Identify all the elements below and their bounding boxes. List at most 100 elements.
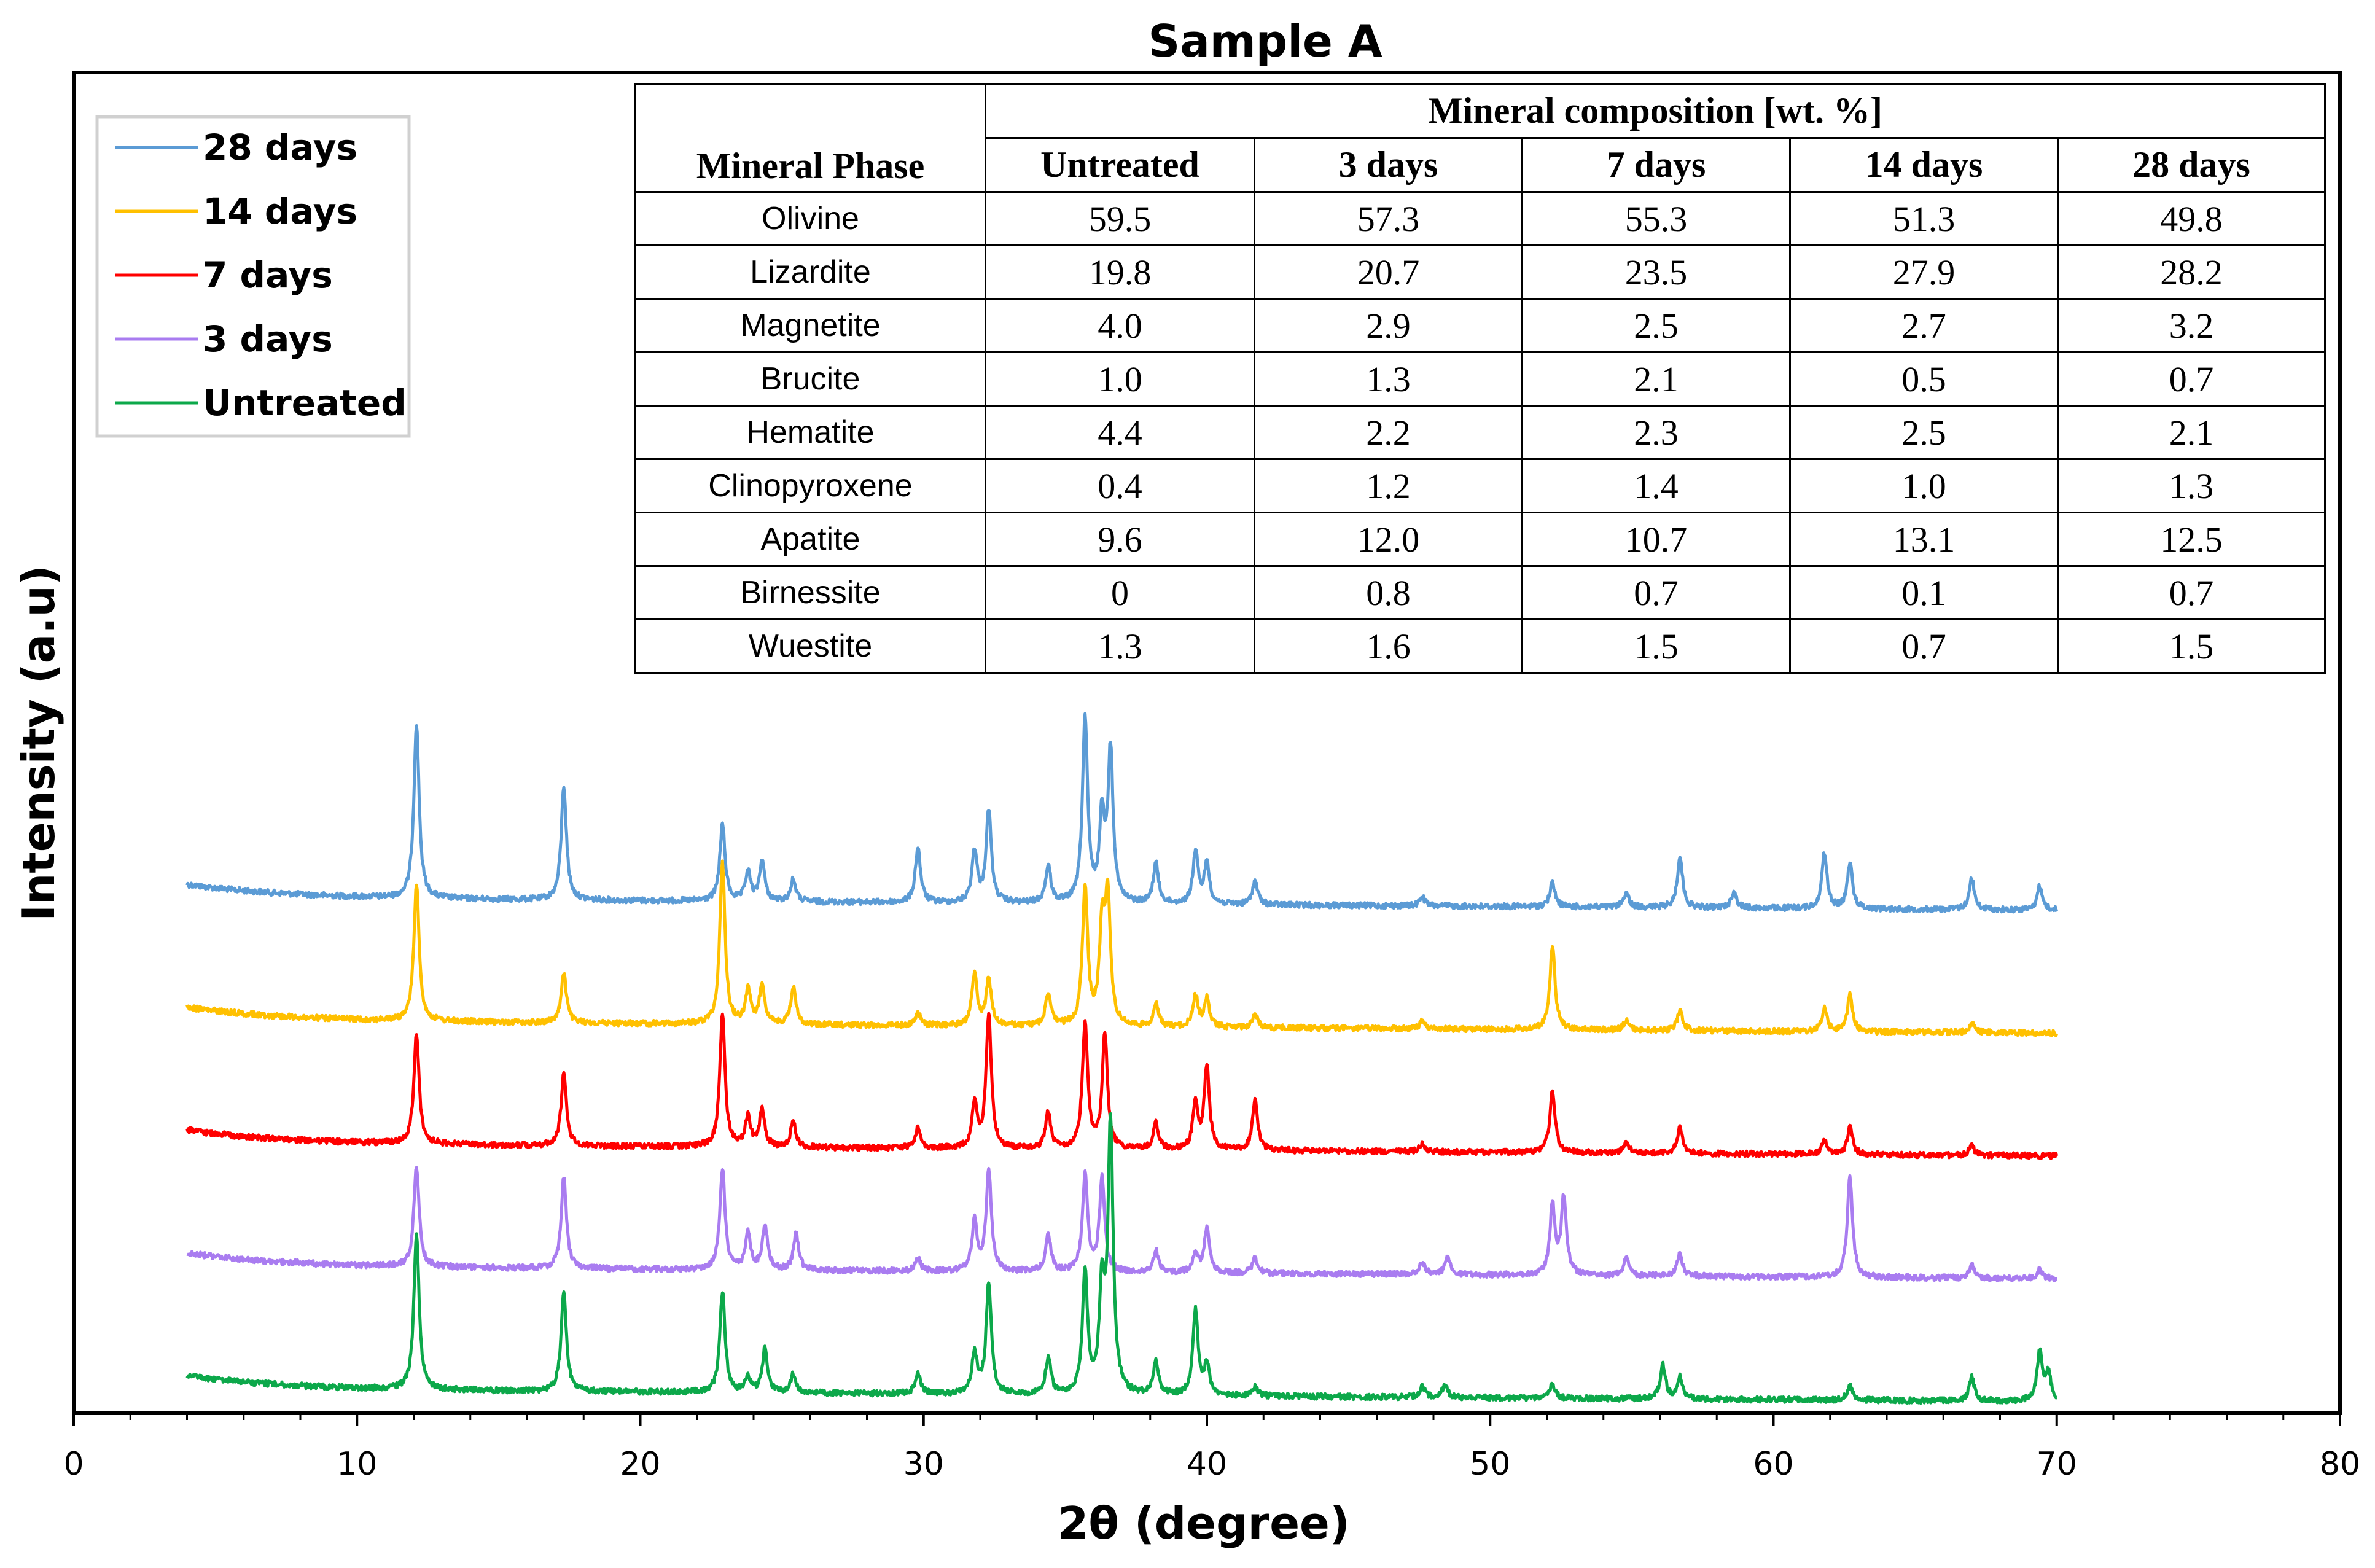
value-cell: 59.5 <box>985 191 1255 246</box>
value-cell: 1.5 <box>2056 618 2326 674</box>
table-row: Clinopyroxene 0.4 1.2 1.4 1.0 1.3 <box>634 458 2326 513</box>
value-cell: 1.3 <box>985 618 1255 674</box>
value-cell: 13.1 <box>1789 512 2059 567</box>
value-cell: 2.7 <box>1789 298 2059 353</box>
value-cell: 0.7 <box>2056 351 2326 407</box>
value-cell: 4.4 <box>985 405 1255 460</box>
series-line-3-days <box>186 1166 2058 1282</box>
value-cell: 0.5 <box>1789 351 2059 407</box>
value-cell: 2.5 <box>1789 405 2059 460</box>
chart-title: Sample A <box>1148 15 1382 67</box>
table-row: Apatite 9.6 12.0 10.7 13.1 12.5 <box>634 512 2326 567</box>
value-cell: 2.1 <box>2056 405 2326 460</box>
value-cell: 0 <box>985 565 1255 620</box>
legend-label: 28 days <box>203 127 357 168</box>
series-line-untreated <box>185 1112 2058 1405</box>
phase-cell: Magnetite <box>634 298 986 353</box>
x-tick-label: 70 <box>2037 1446 2077 1483</box>
series-line-7-days <box>185 1012 2059 1160</box>
series-group <box>185 712 2059 1405</box>
column-header: 28 days <box>2056 137 2326 193</box>
phase-cell: Birnessite <box>634 565 986 620</box>
value-cell: 2.1 <box>1521 351 1791 407</box>
value-cell: 0.8 <box>1254 565 1523 620</box>
phase-cell: Olivine <box>634 191 986 246</box>
value-cell: 51.3 <box>1789 191 2059 246</box>
value-cell: 1.3 <box>2056 458 2326 513</box>
value-cell: 12.0 <box>1254 512 1523 567</box>
value-cell: 49.8 <box>2056 191 2326 246</box>
table-row: Brucite 1.0 1.3 2.1 0.5 0.7 <box>634 351 2326 407</box>
x-tick-label: 0 <box>63 1446 84 1483</box>
phase-cell: Clinopyroxene <box>634 458 986 513</box>
series-line-14-days <box>185 859 2059 1037</box>
legend-item: 7 days <box>115 254 333 296</box>
x-tick-label: 10 <box>337 1446 377 1483</box>
value-cell: 1.6 <box>1254 618 1523 674</box>
column-header: 7 days <box>1521 137 1791 193</box>
legend: 28 days 14 days 7 days 3 days Untreated <box>95 115 411 438</box>
value-cell: 1.3 <box>1254 351 1523 407</box>
table-row: Birnessite 0 0.8 0.7 0.1 0.7 <box>634 565 2326 620</box>
value-cell: 57.3 <box>1254 191 1523 246</box>
value-cell: 55.3 <box>1521 191 1791 246</box>
legend-label: 3 days <box>203 318 333 360</box>
value-cell: 0.1 <box>1789 565 2059 620</box>
value-cell: 9.6 <box>985 512 1255 567</box>
value-cell: 28.2 <box>2056 244 2326 300</box>
legend-item: 3 days <box>115 318 333 360</box>
x-tick-label: 40 <box>1187 1446 1227 1483</box>
value-cell: 2.5 <box>1521 298 1791 353</box>
phase-cell: Hematite <box>634 405 986 460</box>
value-cell: 20.7 <box>1254 244 1523 300</box>
phase-cell: Apatite <box>634 512 986 567</box>
mineral-phase-header: Mineral Phase <box>634 83 986 193</box>
table-row: Hematite 4.4 2.2 2.3 2.5 2.1 <box>634 405 2326 460</box>
legend-label: 14 days <box>203 190 357 232</box>
value-cell: 1.0 <box>1789 458 2059 513</box>
phase-cell: Lizardite <box>634 244 986 300</box>
value-cell: 10.7 <box>1521 512 1791 567</box>
table-row: Wuestite 1.3 1.6 1.5 0.7 1.5 <box>634 618 2326 674</box>
value-cell: 1.4 <box>1521 458 1791 513</box>
value-cell: 19.8 <box>985 244 1255 300</box>
phase-cell: Wuestite <box>634 618 986 674</box>
legend-item: Untreated <box>115 382 407 424</box>
value-cell: 0.7 <box>1521 565 1791 620</box>
value-cell: 23.5 <box>1521 244 1791 300</box>
x-axis-ticks: 0 10 20 30 40 50 60 70 80 <box>63 1413 2360 1483</box>
value-cell: 0.4 <box>985 458 1255 513</box>
x-axis-label: 2θ (degree) <box>1058 1497 1350 1549</box>
phase-cell: Brucite <box>634 351 986 407</box>
column-header: Untreated <box>985 137 1255 193</box>
x-tick-label: 50 <box>1470 1446 1510 1483</box>
column-header: 3 days <box>1254 137 1523 193</box>
value-cell: 4.0 <box>985 298 1255 353</box>
table-row: Olivine 59.5 57.3 55.3 51.3 49.8 <box>634 191 2326 246</box>
legend-label: Untreated <box>203 382 407 424</box>
value-cell: 3.2 <box>2056 298 2326 353</box>
series-line-28-days <box>185 712 2059 914</box>
value-cell: 1.2 <box>1254 458 1523 513</box>
mineral-composition-table: Mineral Phase Mineral composition [wt. %… <box>634 83 2326 674</box>
value-cell: 2.9 <box>1254 298 1523 353</box>
x-tick-label: 30 <box>903 1446 944 1483</box>
table-row: Magnetite 4.0 2.9 2.5 2.7 3.2 <box>634 298 2326 353</box>
legend-label: 7 days <box>203 254 333 296</box>
value-cell: 27.9 <box>1789 244 2059 300</box>
value-cell: 2.2 <box>1254 405 1523 460</box>
value-cell: 1.5 <box>1521 618 1791 674</box>
mineral-composition-header: Mineral composition [wt. %] <box>984 83 2326 139</box>
value-cell: 2.3 <box>1521 405 1791 460</box>
legend-item: 14 days <box>115 190 357 232</box>
table-row: Lizardite 19.8 20.7 23.5 27.9 28.2 <box>634 244 2326 300</box>
x-tick-label: 80 <box>2320 1446 2360 1483</box>
value-cell: 0.7 <box>1789 618 2059 674</box>
value-cell: 0.7 <box>2056 565 2326 620</box>
x-tick-label: 60 <box>1753 1446 1793 1483</box>
value-cell: 12.5 <box>2056 512 2326 567</box>
y-axis-label: Intensity (a.u) <box>13 565 64 921</box>
x-tick-label: 20 <box>620 1446 660 1483</box>
column-header: 14 days <box>1789 137 2059 193</box>
